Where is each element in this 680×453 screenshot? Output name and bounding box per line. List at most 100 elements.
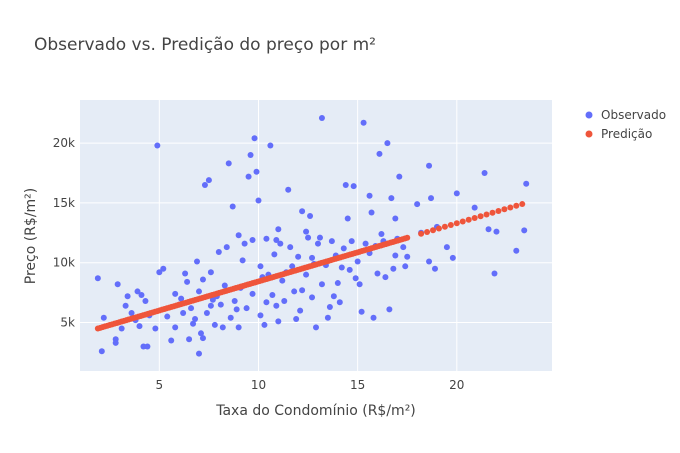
- observado-point: [382, 274, 389, 281]
- observado-point: [314, 240, 321, 247]
- observado-point: [172, 290, 179, 297]
- observado-point: [273, 236, 280, 243]
- observado-point: [197, 330, 204, 337]
- observado-point: [247, 152, 254, 159]
- y-tick-label: 10k: [53, 256, 75, 270]
- observado-point: [136, 323, 143, 330]
- predicao-point: [447, 221, 454, 228]
- observado-point: [257, 263, 264, 270]
- observado-point: [203, 309, 210, 316]
- observado-point: [356, 281, 363, 288]
- observado-point: [168, 337, 175, 344]
- x-axis-title: Taxa do Condomínio (R$/m²): [215, 403, 416, 419]
- observado-point: [309, 294, 316, 301]
- observado-point: [239, 257, 246, 264]
- observado-point: [194, 258, 201, 265]
- observado-point: [491, 270, 498, 277]
- observado-point: [299, 287, 306, 294]
- observado-point: [249, 236, 256, 243]
- observado-point: [289, 263, 296, 270]
- observado-point: [334, 280, 341, 287]
- observado-point: [207, 269, 214, 276]
- observado-point: [297, 307, 304, 314]
- x-tick-label: 5: [156, 378, 164, 392]
- observado-point: [291, 288, 298, 295]
- observado-point: [360, 119, 367, 126]
- predicao-point: [459, 218, 466, 225]
- x-tick-label: 10: [251, 378, 266, 392]
- observado-point: [241, 240, 248, 247]
- observado-point: [318, 114, 325, 121]
- legend-marker-predicao: [585, 130, 593, 138]
- observado-point: [303, 228, 310, 235]
- observado-point: [521, 227, 528, 234]
- predicao-point: [441, 223, 448, 230]
- observado-point: [255, 197, 262, 204]
- observado-point: [368, 209, 375, 216]
- observado-point: [493, 228, 500, 235]
- observado-point: [299, 208, 306, 215]
- observado-point: [471, 204, 478, 211]
- observado-point: [122, 302, 129, 309]
- series-predicao: [94, 201, 526, 332]
- observado-point: [205, 177, 212, 184]
- observado-point: [271, 251, 278, 258]
- observado-point: [217, 301, 224, 308]
- legend-marker-observado: [585, 111, 593, 119]
- observado-point: [354, 258, 361, 265]
- observado-point: [344, 215, 351, 222]
- observado-point: [142, 298, 149, 305]
- series-observado: [94, 114, 530, 357]
- observado-point: [138, 292, 145, 299]
- predicao-point: [435, 225, 442, 232]
- predicao-point: [418, 230, 425, 237]
- observado-point: [328, 238, 335, 245]
- observado-point: [390, 265, 397, 272]
- observado-point: [285, 186, 292, 193]
- y-tick-label: 5k: [60, 316, 75, 330]
- legend-item-observado[interactable]: Observado: [585, 108, 667, 122]
- observado-point: [243, 305, 250, 312]
- observado-point: [330, 293, 337, 300]
- predicao-point: [453, 220, 460, 227]
- observado-point: [453, 190, 460, 197]
- observado-point: [392, 252, 399, 259]
- chart-title: Observado vs. Predição do preço por m²: [34, 35, 376, 55]
- predicao-point: [430, 227, 437, 234]
- observado-point: [253, 168, 260, 175]
- y-tick-labels: 5k 10k 15k 20k: [53, 136, 75, 329]
- observado-point: [269, 292, 276, 299]
- observado-point: [219, 324, 226, 331]
- observado-point: [303, 271, 310, 278]
- predicao-point: [483, 211, 490, 218]
- observado-point: [211, 321, 218, 328]
- observado-point: [309, 254, 316, 261]
- observado-point: [225, 160, 232, 167]
- legend-label-predicao: Predição: [601, 127, 652, 141]
- observado-point: [207, 302, 214, 309]
- observado-point: [118, 325, 125, 332]
- observado-point: [318, 281, 325, 288]
- predicao-point: [495, 208, 502, 215]
- observado-point: [428, 195, 435, 202]
- observado-point: [263, 299, 270, 306]
- legend-item-predicao[interactable]: Predição: [585, 127, 653, 141]
- observado-point: [340, 245, 347, 252]
- x-tick-label: 15: [350, 378, 365, 392]
- observado-point: [201, 181, 208, 188]
- x-tick-labels: 5 10 15 20: [156, 378, 465, 392]
- observado-point: [273, 302, 280, 309]
- legend[interactable]: Observado Predição: [585, 108, 667, 141]
- observado-point: [144, 343, 151, 350]
- observado-point: [370, 314, 377, 321]
- observado-point: [112, 339, 119, 346]
- observado-point: [245, 173, 252, 180]
- observado-point: [366, 192, 373, 199]
- observado-point: [263, 235, 270, 242]
- observado-point: [481, 169, 488, 176]
- predicao-point: [507, 204, 514, 211]
- observado-point: [195, 350, 202, 357]
- observado-point: [400, 244, 407, 251]
- observado-point: [199, 335, 206, 342]
- plot-background: [80, 100, 552, 371]
